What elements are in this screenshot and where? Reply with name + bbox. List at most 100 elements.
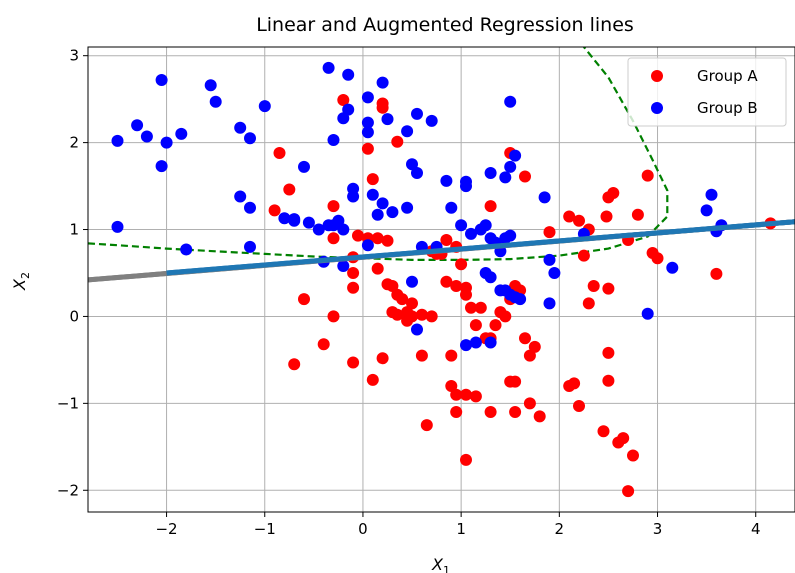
group-a-point [366,373,379,386]
group-a-point [519,170,531,183]
group-a-point [460,281,472,294]
group-b-point [140,130,153,143]
group-a-point [499,310,512,323]
group-b-point [155,160,168,173]
group-b-point [406,158,418,171]
x-axis-label-sub: 1 [443,564,450,573]
group-a-point [509,375,522,388]
legend-marker-group-a [651,70,663,82]
group-b-point [312,223,325,236]
legend-label-group-b: Group B [697,99,758,117]
group-a-point [440,234,453,246]
group-b-point [484,336,497,349]
group-b-point [347,190,360,203]
group-b-point [234,121,247,134]
group-b-point [460,339,472,352]
group-a-point [450,280,463,292]
legend-marker-group-b [651,102,663,114]
group-a-point [317,338,330,351]
group-b-point [705,188,718,201]
group-a-point [469,390,482,403]
group-b-point [411,107,423,120]
group-b-point [244,201,256,214]
group-b-point [160,136,173,149]
group-b-point [543,297,556,310]
group-b-point [327,134,340,146]
group-a-point [366,173,379,186]
group-b-point [244,132,256,145]
group-b-point [666,261,679,274]
group-a-point [533,410,546,423]
group-a-point [528,340,541,353]
group-a-point [597,425,610,438]
group-b-point [538,191,551,204]
group-a-point [415,308,428,321]
x-ticks: −2 −1 0 1 2 3 4 [155,512,760,538]
group-b-point [514,293,527,306]
group-b-point [322,61,335,74]
group-a-point [337,94,350,106]
group-a-point [440,275,453,288]
group-b-point [342,68,355,81]
group-b-point [469,336,482,349]
group-b-point [175,127,188,140]
group-a-point [445,380,458,392]
group-a-point [283,183,296,196]
group-a-point [627,449,639,462]
group-b-point [401,201,414,214]
group-b-point [209,95,222,108]
linear-overlay-regression-line-top [166,219,795,276]
group-a-point [484,406,497,418]
group-a-point [622,485,635,498]
group-b-point [504,229,517,242]
group-a-point [573,214,585,227]
group-b-point [337,260,350,272]
group-a-point [460,388,472,401]
chart-title: Linear and Augmented Regression lines [256,14,634,36]
group-a-point [347,356,360,369]
legend-box [627,57,787,127]
group-b-point [337,112,350,125]
group-a-point [465,301,477,314]
group-b-point [406,275,418,288]
group-a-point [396,293,409,306]
group-b-point [376,197,389,210]
y-axis-label: X2 [10,272,32,291]
group-a-point [602,191,615,204]
group-a-point [376,352,389,365]
group-b-point [455,219,468,232]
group-a-point [347,267,360,279]
group-b-point [386,206,399,219]
legend-label-group-a: Group A [697,67,758,85]
augmented-regression-curve [88,47,669,261]
x-tick-label: 0 [358,520,368,538]
group-b-point [425,114,438,127]
group-a-point [288,358,301,371]
group-a-point [425,310,438,323]
group-a-point [617,432,630,445]
y-axis-label-main: X [10,278,29,291]
scatter-points [111,61,777,498]
group-b-point [361,239,374,252]
group-a-point [445,349,458,362]
group-b-point [509,149,522,162]
group-a-point [484,200,497,213]
group-a-point [406,297,418,310]
group-a-point [371,232,384,245]
group-b-point [381,113,394,126]
group-a-point [327,310,340,323]
group-a-point [474,301,487,314]
group-a-point [600,210,613,223]
group-b-point [288,213,301,226]
group-a-point [519,332,531,345]
group-b-point [371,208,384,221]
y-tick-label: 1 [69,221,79,239]
group-a-point [455,258,468,271]
group-b-point [401,125,414,138]
group-b-point [302,216,315,229]
group-a-point [391,135,404,148]
x-axis-label-main: X [431,555,444,573]
group-b-point [460,180,472,193]
group-b-point [641,307,654,320]
